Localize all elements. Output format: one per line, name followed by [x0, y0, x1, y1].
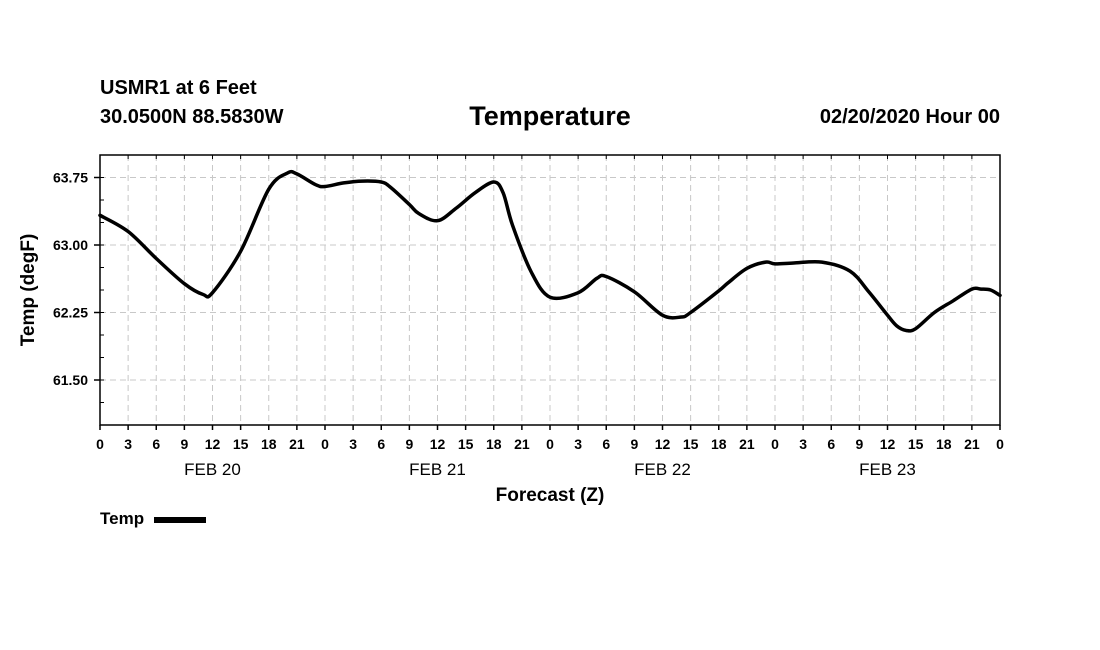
- station-name: USMR1 at 6 Feet: [100, 77, 257, 99]
- x-tick-label: 15: [908, 436, 924, 452]
- x-tick-label: 0: [771, 436, 779, 452]
- x-tick-label: 9: [855, 436, 863, 452]
- x-tick-label: 18: [936, 436, 952, 452]
- x-tick-label: 0: [96, 436, 104, 452]
- forecast-run-time: 02/20/2020 Hour 00: [819, 106, 1000, 128]
- x-axis-label: Forecast (Z): [496, 485, 605, 506]
- legend-line-swatch: [154, 517, 207, 523]
- x-tick-label: 12: [205, 436, 221, 452]
- x-tick-label: 6: [827, 436, 835, 452]
- x-tick-label: 15: [233, 436, 249, 452]
- x-tick-label: 3: [124, 436, 132, 452]
- x-tick-label: 15: [458, 436, 474, 452]
- x-tick-label: 15: [683, 436, 699, 452]
- x-tick-label: 3: [799, 436, 807, 452]
- date-label: FEB 23: [859, 460, 916, 479]
- y-tick-label: 62.25: [53, 305, 88, 321]
- x-tick-label: 0: [546, 436, 554, 452]
- x-tick-label: 3: [349, 436, 357, 452]
- x-tick-label: 18: [486, 436, 502, 452]
- legend: Temp: [100, 509, 207, 529]
- y-axis-label: Temp (degF): [18, 234, 39, 347]
- x-tick-label: 12: [880, 436, 896, 452]
- x-tick-label: 21: [289, 436, 305, 452]
- station-coordinates: 30.0500N 88.5830W: [100, 106, 284, 128]
- y-tick-label: 63.00: [53, 237, 88, 253]
- date-label: FEB 21: [409, 460, 466, 479]
- date-label: FEB 22: [634, 460, 691, 479]
- x-tick-label: 21: [514, 436, 530, 452]
- x-tick-label: 12: [430, 436, 446, 452]
- x-tick-label: 21: [739, 436, 755, 452]
- plot-frame: [99, 154, 1001, 426]
- x-tick-label: 0: [996, 436, 1004, 452]
- x-tick-label: 18: [711, 436, 727, 452]
- temp-series-line: [98, 169, 1002, 333]
- legend-label: Temp: [100, 509, 145, 528]
- x-tick-label: 6: [152, 436, 160, 452]
- x-tick-label: 9: [180, 436, 188, 452]
- x-tick-label: 9: [405, 436, 413, 452]
- x-tick-label: 6: [377, 436, 385, 452]
- x-tick-label: 12: [655, 436, 671, 452]
- x-tick-label: 18: [261, 436, 277, 452]
- y-tick-label: 61.50: [53, 372, 88, 388]
- x-tick-label: 0: [321, 436, 329, 452]
- chart-title: Temperature: [469, 101, 631, 131]
- x-tick-label: 3: [574, 436, 582, 452]
- x-tick-label: 6: [602, 436, 610, 452]
- x-tick-label: 21: [964, 436, 980, 452]
- y-tick-label: 63.75: [53, 170, 88, 186]
- date-label: FEB 20: [184, 460, 241, 479]
- x-tick-label: 9: [630, 436, 638, 452]
